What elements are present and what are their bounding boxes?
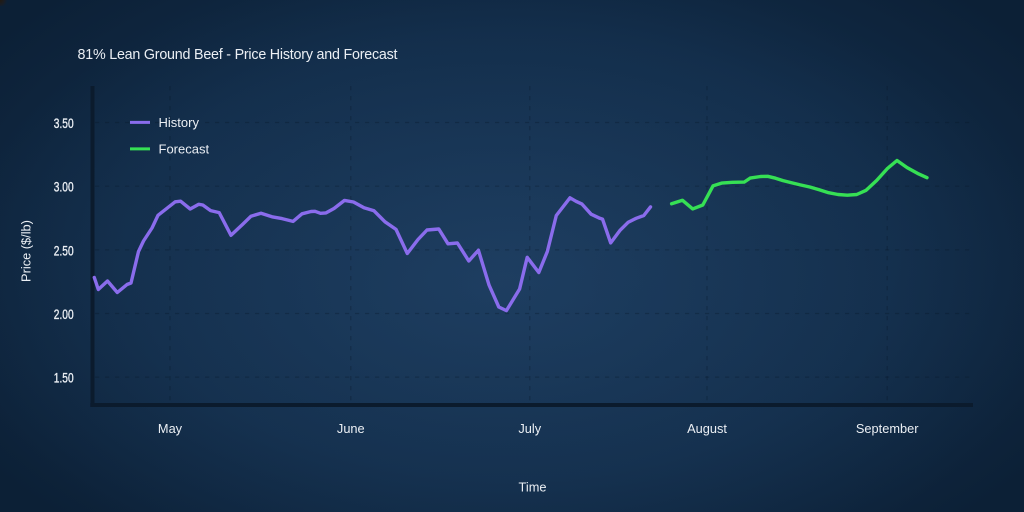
svg-text:81% Lean Ground Beef - Price H: 81% Lean Ground Beef - Price History and… bbox=[78, 47, 398, 63]
svg-text:August: August bbox=[687, 421, 727, 436]
svg-text:History: History bbox=[159, 115, 200, 130]
svg-text:September: September bbox=[856, 421, 919, 436]
svg-text:Time: Time bbox=[519, 480, 547, 495]
svg-text:May: May bbox=[158, 421, 183, 436]
svg-text:3.50: 3.50 bbox=[54, 115, 74, 131]
svg-text:3.00: 3.00 bbox=[54, 179, 74, 195]
svg-text:2.50: 2.50 bbox=[54, 242, 74, 258]
svg-text:2.00: 2.00 bbox=[54, 306, 74, 322]
svg-text:Forecast: Forecast bbox=[159, 142, 210, 157]
svg-text:June: June bbox=[337, 421, 365, 436]
svg-text:Price ($/lb): Price ($/lb) bbox=[19, 220, 34, 282]
svg-text:1.50: 1.50 bbox=[54, 370, 74, 386]
svg-text:July: July bbox=[518, 421, 541, 436]
